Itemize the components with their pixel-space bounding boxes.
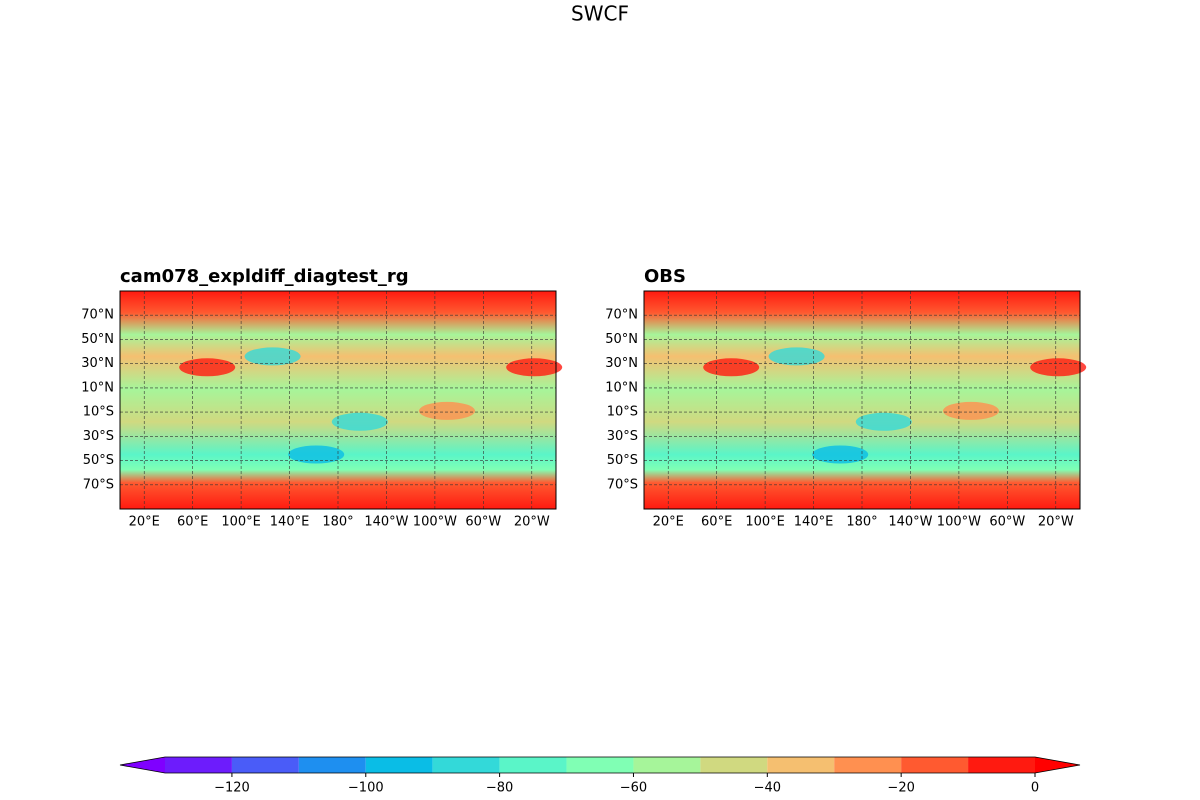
colorbar-tick-label: 0 — [1031, 781, 1039, 796]
x-tick-label: 100°E — [745, 515, 785, 530]
y-tick-label: 70°N — [605, 308, 638, 323]
x-tick-label: 140°W — [364, 515, 408, 530]
y-tick-label: 30°S — [607, 429, 638, 444]
colorbar-bin — [834, 757, 902, 773]
x-tick-label: 60°W — [465, 515, 501, 530]
colorbar-bin — [633, 757, 701, 773]
map-feature — [768, 347, 825, 366]
x-tick-label: 180° — [846, 515, 877, 530]
x-tick-label: 20°W — [514, 515, 550, 530]
colorbar-bin — [499, 757, 567, 773]
map-feature — [703, 358, 760, 377]
map-feature — [812, 445, 869, 464]
colorbar-bin — [700, 757, 768, 773]
x-tick-label: 100°E — [221, 515, 261, 530]
y-tick-label: 70°S — [83, 477, 114, 492]
map-feature — [943, 401, 999, 420]
y-tick-label: 30°N — [81, 356, 114, 371]
x-tick-label: 60°W — [989, 515, 1025, 530]
colorbar-tick-label: −80 — [486, 781, 513, 796]
map-feature — [855, 412, 912, 431]
x-tick-label: 20°E — [653, 515, 684, 530]
x-tick-label: 100°W — [413, 515, 457, 530]
colorbar-tick-label: −120 — [214, 781, 250, 796]
colorbar-bin — [968, 757, 1035, 773]
y-tick-label: 50°N — [81, 332, 114, 347]
colorbar-over — [1035, 757, 1080, 773]
map-feature — [244, 347, 301, 366]
colorbar-bin — [432, 757, 500, 773]
map-feature — [1030, 358, 1087, 377]
y-tick-label: 70°N — [81, 308, 114, 323]
x-tick-label: 60°E — [177, 515, 208, 530]
colorbar-under — [120, 757, 165, 773]
map-feature — [419, 401, 475, 420]
y-tick-label: 10°S — [83, 405, 114, 420]
y-tick-label: 50°S — [83, 453, 114, 468]
x-tick-label: 180° — [322, 515, 353, 530]
y-tick-label: 50°S — [607, 453, 638, 468]
colorbar-bin — [165, 757, 232, 773]
map-frame — [643, 290, 1081, 510]
colorbar-tick-label: −40 — [754, 781, 781, 796]
x-tick-label: 20°E — [129, 515, 160, 530]
panel-title: cam078_expldiff_diagtest_rg — [120, 266, 409, 287]
colorbar-bin — [365, 757, 433, 773]
y-tick-label: 10°S — [607, 405, 638, 420]
panel-title: OBS — [644, 266, 686, 287]
y-tick-label: 30°N — [605, 356, 638, 371]
x-tick-label: 100°W — [937, 515, 981, 530]
x-tick-label: 20°W — [1038, 515, 1074, 530]
map-feature — [288, 445, 345, 464]
colorbar-bin — [767, 757, 835, 773]
y-tick-label: 30°S — [83, 429, 114, 444]
y-tick-label: 50°N — [605, 332, 638, 347]
colorbar-tick-label: −20 — [887, 781, 914, 796]
map-feature — [506, 358, 563, 377]
figure-title: SWCF — [571, 2, 629, 26]
x-tick-label: 60°E — [701, 515, 732, 530]
y-tick-label: 70°S — [607, 477, 638, 492]
x-tick-label: 140°W — [888, 515, 932, 530]
colorbar-bin — [566, 757, 634, 773]
colorbar-outline — [119, 756, 1081, 774]
x-tick-label: 140°E — [270, 515, 310, 530]
colorbar-bin — [231, 757, 299, 773]
y-tick-label: 10°N — [81, 380, 114, 395]
colorbar-bin — [298, 757, 366, 773]
map-feature — [331, 412, 388, 431]
map-frame — [119, 290, 557, 510]
colorbar-tick-label: −60 — [620, 781, 647, 796]
y-tick-label: 10°N — [605, 380, 638, 395]
colorbar-bin — [901, 757, 969, 773]
x-tick-label: 140°E — [794, 515, 834, 530]
map-feature — [179, 358, 236, 377]
colorbar-tick-label: −100 — [348, 781, 384, 796]
